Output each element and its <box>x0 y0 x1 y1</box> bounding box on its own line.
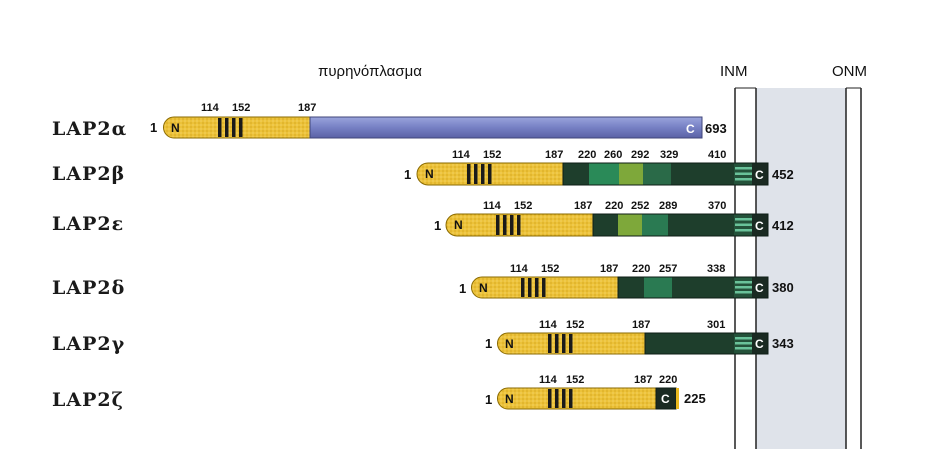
isoform-name: LAP2γ <box>52 333 125 355</box>
position-152: 152 <box>232 102 250 114</box>
position-187: 187 <box>298 102 316 114</box>
position-152: 152 <box>541 263 559 275</box>
isoform-name: LAP2α <box>52 118 127 140</box>
position-252: 252 <box>631 200 649 212</box>
position-338: 338 <box>707 263 725 275</box>
end-position: 380 <box>772 280 794 295</box>
onm-label: ONM <box>832 63 867 80</box>
c-terminus-label: C <box>755 281 764 295</box>
position-260: 260 <box>604 149 622 161</box>
position-187: 187 <box>634 374 652 386</box>
c-terminus-label: C <box>755 219 764 233</box>
position-220: 220 <box>605 200 623 212</box>
position-257: 257 <box>659 263 677 275</box>
position-152: 152 <box>566 374 584 386</box>
end-position: 343 <box>772 336 794 351</box>
isoform-row-beta: LAP2β 1 N C 452 114 152 187 220 260 292 … <box>52 149 794 186</box>
inm-label: INM <box>720 63 748 80</box>
position-370: 370 <box>708 200 726 212</box>
nucleoplasm-label: πυρηνόπλασμα <box>318 63 422 80</box>
position-114: 114 <box>539 319 558 331</box>
position-114: 114 <box>201 102 220 114</box>
c-terminus-label: C <box>755 337 764 351</box>
isoform-name: LAP2ε <box>52 213 124 235</box>
position-114: 114 <box>539 374 558 386</box>
position-114: 114 <box>452 149 471 161</box>
end-position: 225 <box>684 391 706 406</box>
start-position: 1 <box>485 336 492 351</box>
start-position: 1 <box>459 281 466 296</box>
position-329: 329 <box>660 149 678 161</box>
n-terminus-label: N <box>505 337 514 351</box>
isoform-row-zeta: LAP2ζ 1 N C 225 114 152 187 220 <box>52 374 706 411</box>
position-292: 292 <box>631 149 649 161</box>
n-terminus-label: N <box>425 167 434 181</box>
c-terminus-label: C <box>755 168 764 182</box>
position-187: 187 <box>600 263 618 275</box>
isoform-name: LAP2δ <box>52 277 125 299</box>
isoform-row-delta: LAP2δ 1 N C 380 114 152 187 220 257 338 <box>52 263 794 299</box>
position-114: 114 <box>510 263 529 275</box>
isoform-row-alpha: LAP2α 1 N C 693 114 152 187 <box>52 102 727 140</box>
position-289: 289 <box>659 200 677 212</box>
start-position: 1 <box>150 120 157 135</box>
n-terminus-label: N <box>505 392 514 406</box>
position-152: 152 <box>514 200 532 212</box>
start-position: 1 <box>485 392 492 407</box>
position-220: 220 <box>578 149 596 161</box>
end-position: 693 <box>705 121 727 136</box>
c-terminus-label: C <box>686 122 695 136</box>
isoform-name: LAP2ζ <box>52 389 124 411</box>
end-position: 452 <box>772 167 794 182</box>
isoform-name: LAP2β <box>52 163 125 185</box>
position-152: 152 <box>566 319 584 331</box>
position-187: 187 <box>632 319 650 331</box>
position-220: 220 <box>632 263 650 275</box>
perinuclear-space <box>756 88 846 449</box>
end-position: 412 <box>772 218 794 233</box>
position-187: 187 <box>574 200 592 212</box>
position-410: 410 <box>708 149 726 161</box>
isoform-row-epsilon: LAP2ε 1 N C 412 114 152 187 220 252 289 … <box>52 200 794 237</box>
start-position: 1 <box>434 218 441 233</box>
isoform-row-gamma: LAP2γ 1 N C 343 114 152 187 301 <box>52 319 794 355</box>
position-187: 187 <box>545 149 563 161</box>
position-114: 114 <box>483 200 502 212</box>
position-220: 220 <box>659 374 677 386</box>
n-terminus-label: N <box>171 121 180 135</box>
position-301: 301 <box>707 319 725 331</box>
position-152: 152 <box>483 149 501 161</box>
c-terminus-label: C <box>661 392 670 406</box>
n-terminus-label: N <box>454 218 463 232</box>
n-terminus-label: N <box>479 281 488 295</box>
start-position: 1 <box>404 167 411 182</box>
